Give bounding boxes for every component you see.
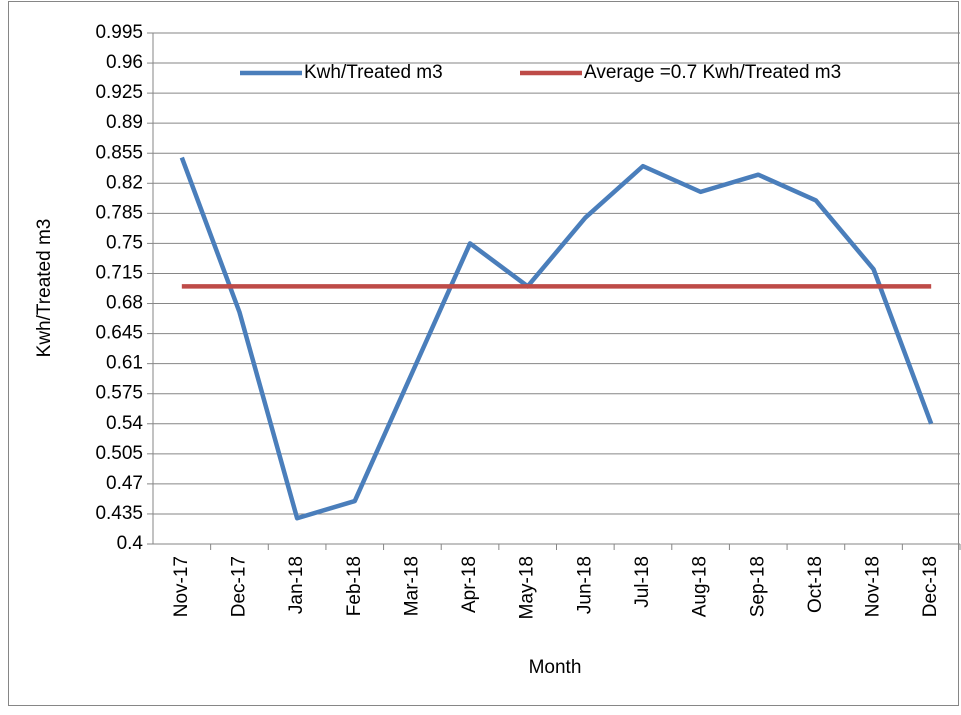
x-tick-label: Dec-18 [920, 556, 941, 617]
x-tick-label: Jun-18 [574, 556, 595, 614]
y-tick-label: 0.995 [95, 22, 143, 43]
x-tick-label: Jul-18 [632, 556, 653, 608]
y-tick-label: 0.715 [95, 262, 143, 283]
x-tick-label: Nov-17 [171, 556, 192, 617]
x-tick-label: Oct-18 [805, 556, 826, 613]
y-tick-label: 0.68 [106, 293, 143, 314]
y-tick-label: 0.47 [106, 473, 143, 494]
y-tick-label: 0.785 [95, 202, 143, 223]
y-tick-label: 0.61 [106, 353, 143, 374]
legend-label: Average =0.7 Kwh/Treated m3 [584, 62, 841, 83]
chart-border [8, 1, 959, 706]
y-tick-label: 0.89 [106, 112, 143, 133]
x-axis-title: Month [529, 657, 582, 678]
series-line [179, 156, 934, 521]
y-tick-label: 0.75 [106, 232, 143, 253]
x-tick-label: Mar-18 [401, 556, 422, 616]
y-tick-label: 0.855 [95, 142, 143, 163]
y-tick-label: 0.925 [95, 82, 143, 103]
x-tick-label: Sep-18 [747, 556, 768, 617]
x-tick-label: Aug-18 [690, 556, 711, 617]
x-tick-label: Dec-17 [228, 556, 249, 617]
y-tick-label: 0.54 [106, 413, 143, 434]
y-tick-label: 0.4 [117, 533, 144, 554]
y-tick-label: 0.505 [95, 443, 143, 464]
y-axis-title: Kwh/Treated m3 [34, 219, 55, 358]
legend-label: Kwh/Treated m3 [304, 62, 443, 83]
x-tick-label: May-18 [517, 556, 538, 619]
y-tick-label: 0.575 [95, 383, 143, 404]
x-tick-label: Feb-18 [344, 556, 365, 616]
y-tick-label: 0.645 [95, 323, 143, 344]
x-tick-label: Jan-18 [286, 556, 307, 614]
x-tick-label: Apr-18 [459, 556, 480, 613]
y-tick-label: 0.435 [95, 503, 143, 524]
x-tick-label: Nov-18 [863, 556, 884, 617]
y-tick-label: 0.82 [106, 172, 143, 193]
y-tick-label: 0.96 [106, 52, 143, 73]
